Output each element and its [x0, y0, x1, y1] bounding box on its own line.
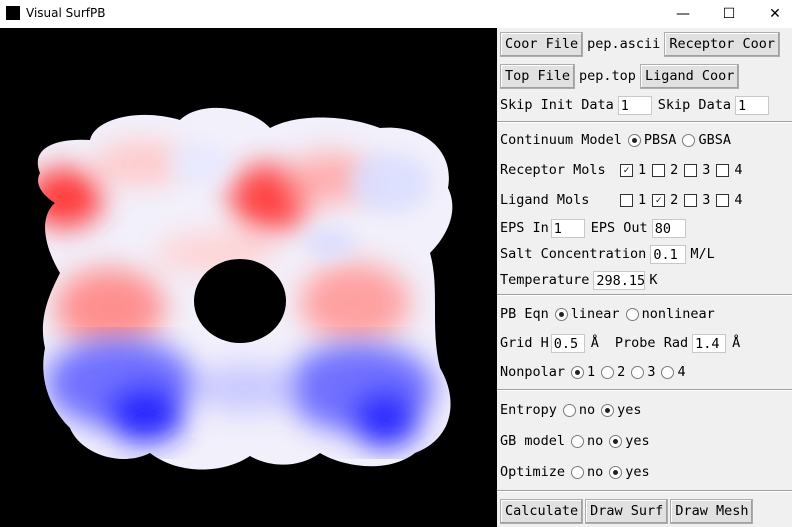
- entropy-yes-radio[interactable]: [601, 403, 615, 417]
- ligand-mol-2-checkbox[interactable]: ✓: [652, 193, 666, 207]
- nonpolar-3-radio[interactable]: [631, 365, 645, 379]
- draw-surf-button[interactable]: Draw Surf: [585, 498, 669, 524]
- nonpolar-label: Nonpolar: [500, 364, 566, 380]
- nonpolar-4-radio[interactable]: [661, 365, 675, 379]
- surface-viewport[interactable]: [0, 28, 497, 527]
- entropy-no-radio[interactable]: [562, 403, 576, 417]
- gb-model-no-label: no: [587, 433, 604, 449]
- maximize-button[interactable]: ☐: [722, 6, 736, 22]
- nonpolar-1-radio[interactable]: [571, 365, 585, 379]
- ligand-mol-4-label: 4: [734, 192, 743, 208]
- pbsa-radio[interactable]: [627, 133, 641, 147]
- control-panel: Coor File pep.ascii Receptor Coor Top Fi…: [497, 28, 792, 527]
- close-button[interactable]: ✕: [769, 6, 781, 22]
- receptor-mols-label: Receptor Mols: [500, 162, 606, 178]
- skip-data-label: Skip Data: [657, 97, 731, 113]
- eps-in-label: EPS In: [500, 220, 549, 236]
- ligand-mol-3-label: 3: [702, 192, 711, 208]
- pb-linear-label: linear: [570, 306, 620, 322]
- pb-nonlinear-radio[interactable]: [625, 307, 639, 321]
- pb-eqn-label: PB Eqn: [500, 306, 549, 322]
- nonpolar-1-label: 1: [587, 364, 596, 380]
- gb-model-no-radio[interactable]: [571, 434, 585, 448]
- ligand-mol-1-checkbox[interactable]: [620, 193, 633, 207]
- receptor-mol-2-checkbox[interactable]: [652, 163, 666, 177]
- separator: [497, 294, 792, 296]
- skip-data-input[interactable]: 1: [734, 95, 769, 115]
- pbsa-label: PBSA: [643, 132, 677, 148]
- window-title: Visual SurfPB: [26, 6, 106, 20]
- gbsa-radio[interactable]: [682, 133, 696, 147]
- pb-nonlinear-label: nonlinear: [641, 306, 715, 322]
- separator: [497, 389, 792, 391]
- grid-h-input[interactable]: 0.5: [550, 333, 585, 353]
- skip-init-label: Skip Init Data: [500, 97, 614, 113]
- receptor-mol-3-checkbox[interactable]: [684, 163, 698, 177]
- coor-file-value: pep.ascii: [587, 36, 661, 52]
- probe-rad-input[interactable]: 1.4: [692, 333, 727, 353]
- eps-in-input[interactable]: 1: [550, 218, 585, 238]
- ligand-mol-2-label: 2: [670, 192, 679, 208]
- temperature-unit: K: [649, 272, 658, 288]
- receptor-mol-2-label: 2: [670, 162, 679, 178]
- optimize-yes-label: yes: [625, 464, 650, 480]
- electrostatic-surface-render: [37, 107, 453, 470]
- entropy-yes-label: yes: [617, 402, 642, 418]
- gb-model-label: GB model: [500, 433, 566, 449]
- nonpolar-4-label: 4: [677, 364, 686, 380]
- temperature-input[interactable]: 298.15: [593, 270, 646, 290]
- continuum-model-label: Continuum Model: [500, 132, 622, 148]
- minimize-button[interactable]: —: [676, 6, 690, 22]
- ligand-mol-3-checkbox[interactable]: [684, 193, 698, 207]
- entropy-label: Entropy: [500, 402, 557, 418]
- optimize-yes-radio[interactable]: [609, 465, 623, 479]
- receptor-mol-4-checkbox[interactable]: [716, 163, 730, 177]
- optimize-label: Optimize: [500, 464, 566, 480]
- probe-rad-label: Probe Rad: [614, 335, 689, 351]
- eps-out-input[interactable]: 80: [651, 218, 686, 238]
- separator: [497, 490, 792, 492]
- temperature-label: Temperature: [500, 272, 590, 288]
- surface-hole: [194, 259, 286, 343]
- nonpolar-2-label: 2: [617, 364, 626, 380]
- skip-init-input[interactable]: 1: [617, 95, 652, 115]
- optimize-no-radio[interactable]: [571, 465, 585, 479]
- app-icon: [6, 6, 20, 20]
- separator: [497, 121, 792, 123]
- coor-file-button[interactable]: Coor File: [500, 31, 584, 57]
- calculate-button[interactable]: Calculate: [500, 498, 584, 524]
- pb-linear-radio[interactable]: [554, 307, 568, 321]
- nonpolar-2-radio[interactable]: [601, 365, 615, 379]
- entropy-no-label: no: [578, 402, 596, 418]
- gbsa-label: GBSA: [698, 132, 731, 148]
- grid-h-unit: Å: [590, 335, 599, 351]
- receptor-mol-3-label: 3: [702, 162, 711, 178]
- top-file-value: pep.top: [579, 68, 636, 84]
- ligand-mol-1-label: 1: [638, 192, 647, 208]
- salt-unit: M/L: [690, 246, 715, 262]
- salt-concentration-input[interactable]: 0.1: [650, 244, 687, 264]
- gb-model-yes-label: yes: [625, 433, 650, 449]
- probe-rad-unit: Å: [732, 335, 741, 351]
- ligand-mols-label: Ligand Mols: [500, 192, 590, 208]
- draw-mesh-button[interactable]: Draw Mesh: [670, 498, 754, 524]
- title-bar: Visual SurfPB — ☐ ✕: [0, 0, 792, 28]
- receptor-mol-1-checkbox[interactable]: ✓: [620, 163, 633, 177]
- grid-h-label: Grid H: [500, 335, 549, 351]
- ligand-coor-button[interactable]: Ligand Coor: [639, 63, 740, 89]
- receptor-mol-4-label: 4: [734, 162, 743, 178]
- gb-model-yes-radio[interactable]: [609, 434, 623, 448]
- salt-concentration-label: Salt Concentration: [500, 246, 647, 262]
- eps-out-label: EPS Out: [590, 220, 648, 236]
- receptor-mol-1-label: 1: [638, 162, 647, 178]
- optimize-no-label: no: [587, 464, 604, 480]
- top-file-button[interactable]: Top File: [500, 63, 576, 89]
- nonpolar-3-label: 3: [647, 364, 656, 380]
- receptor-coor-button[interactable]: Receptor Coor: [664, 31, 780, 57]
- ligand-mol-4-checkbox[interactable]: [716, 193, 730, 207]
